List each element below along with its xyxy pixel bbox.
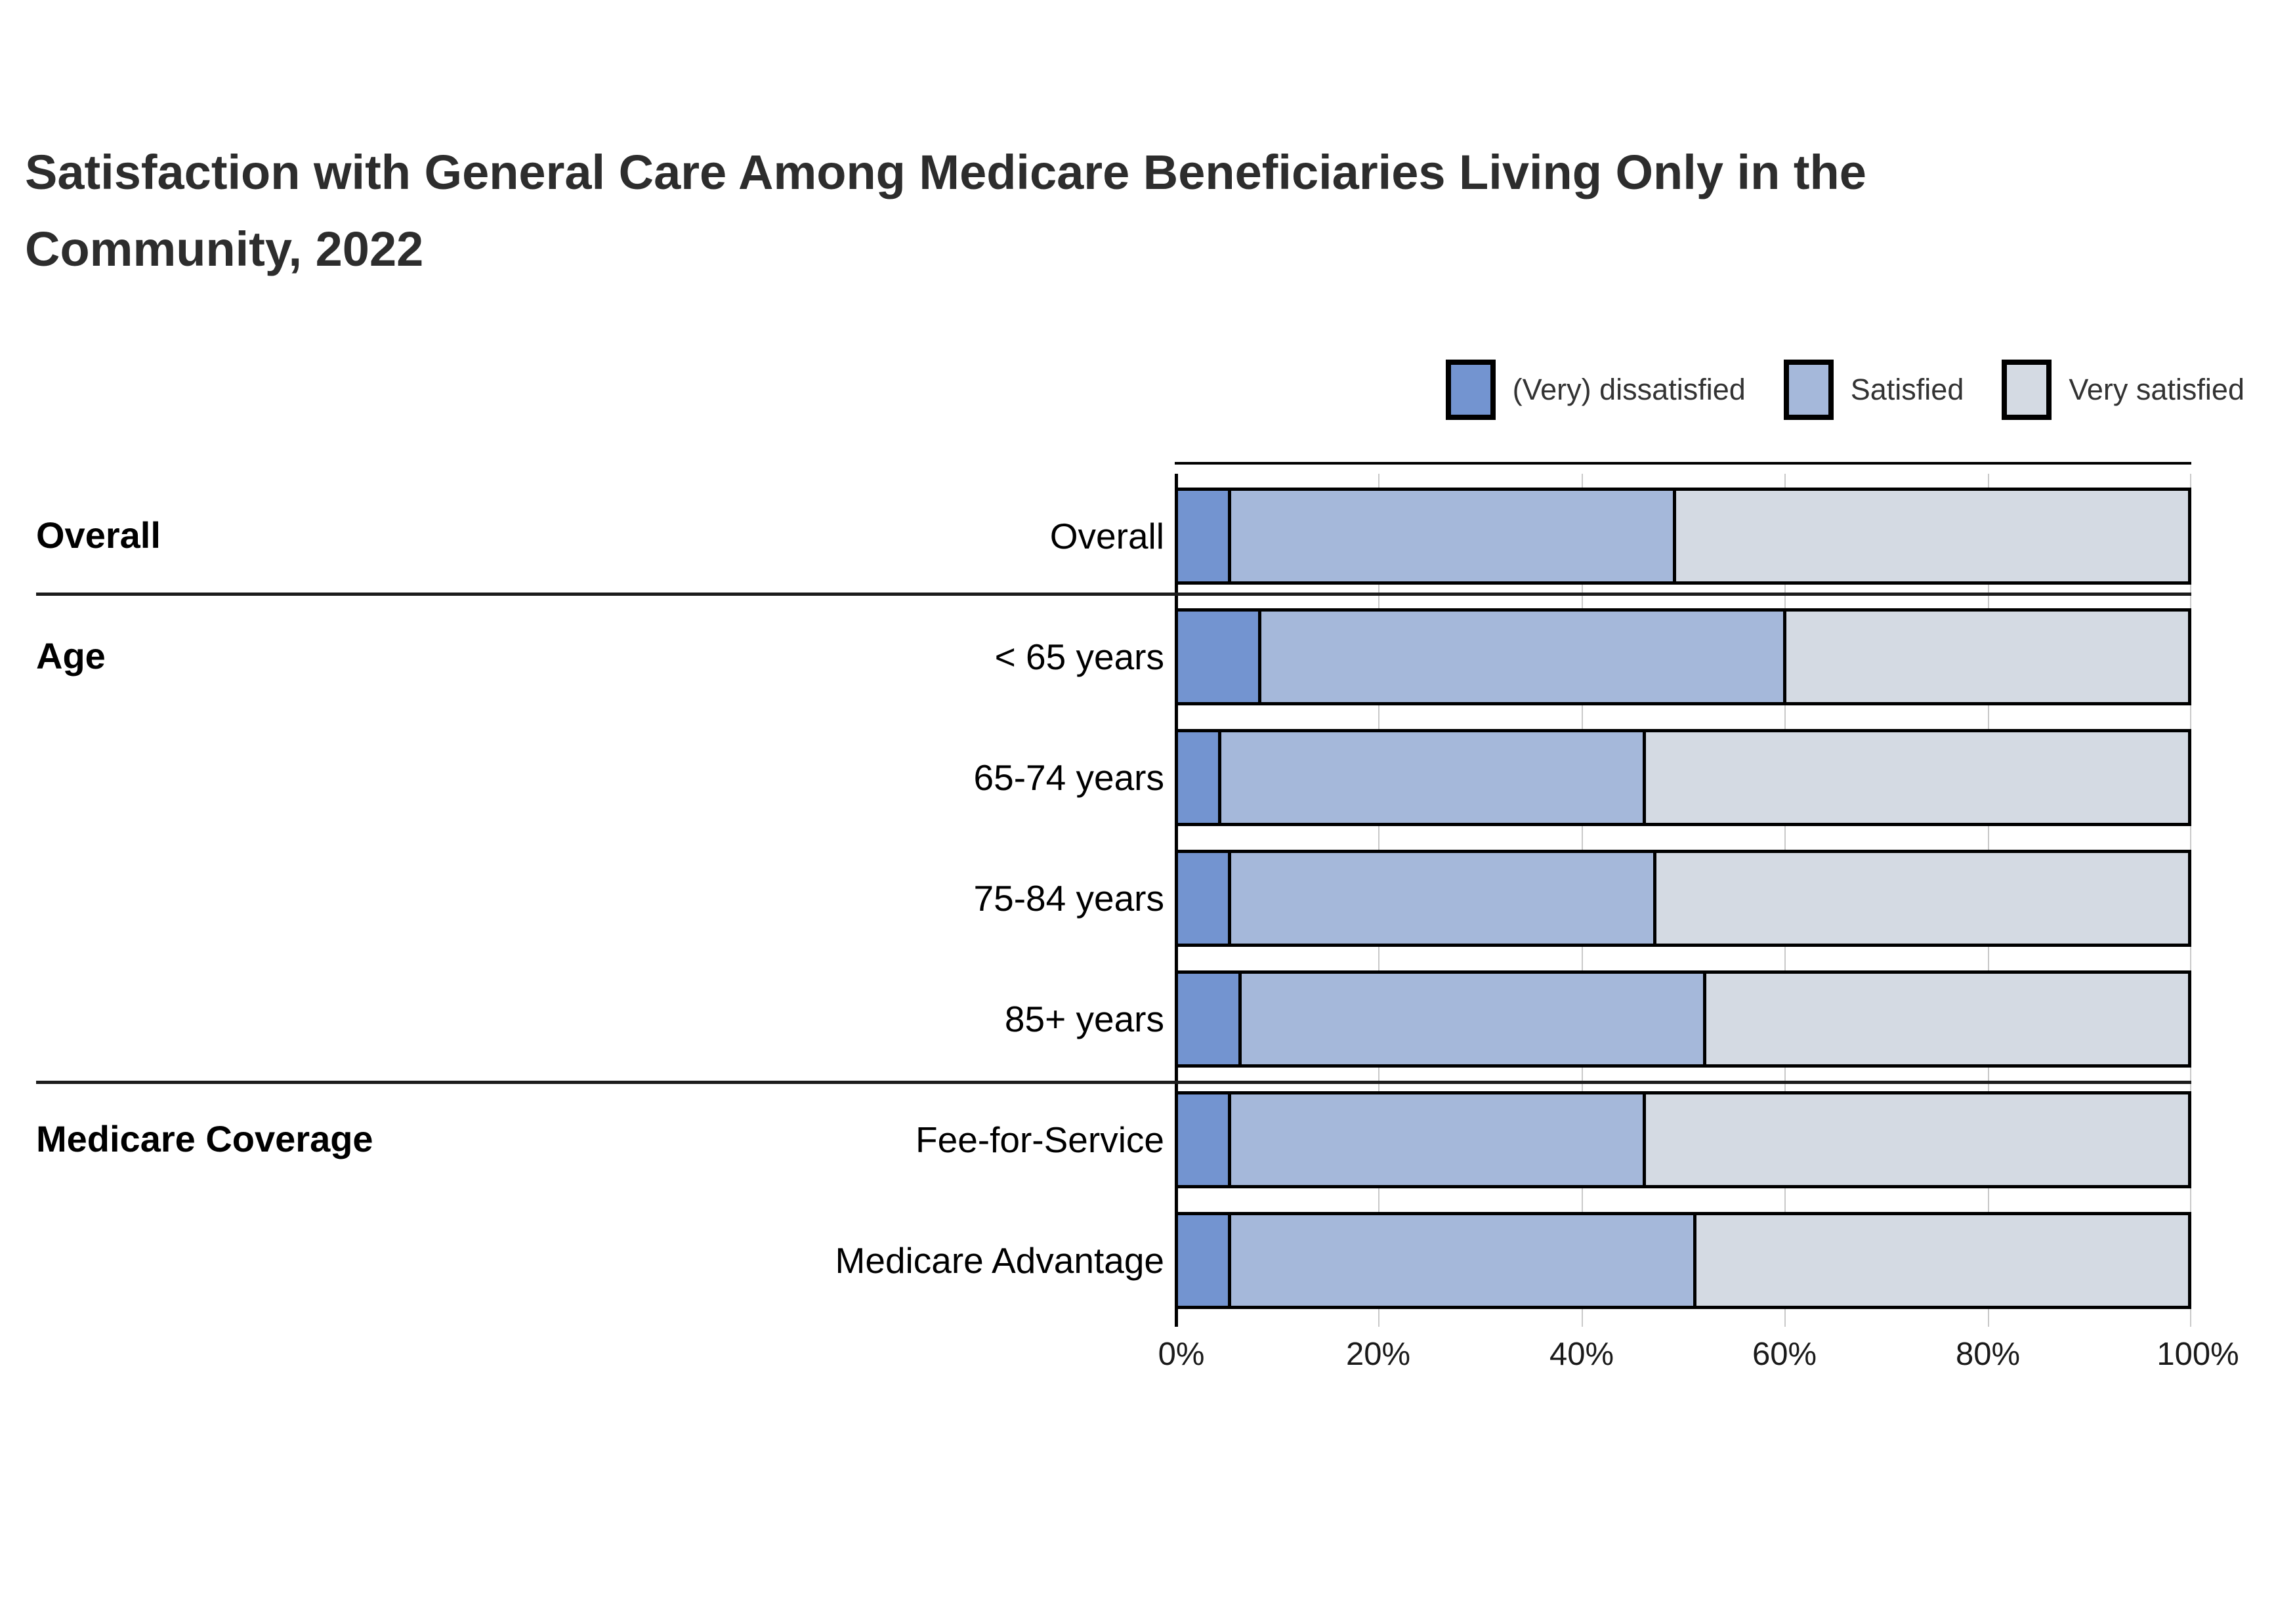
x-tick-60: 60% bbox=[1752, 1337, 1817, 1372]
row-65-74: 65-74 years bbox=[0, 717, 2191, 838]
row-75-84: 75-84 years bbox=[0, 838, 2191, 959]
group-separator-age-coverage bbox=[36, 1081, 2191, 1084]
group-label-overall: Overall bbox=[36, 514, 161, 556]
segment-dissatisfied bbox=[1178, 612, 1259, 702]
row-label-overall: Overall bbox=[1049, 516, 1164, 556]
plot-top-border bbox=[1175, 462, 2191, 465]
segment-satisfied bbox=[1228, 853, 1653, 944]
legend-item-dissatisfied: (Very) dissatisfied bbox=[1445, 360, 1746, 420]
bar-under-65 bbox=[1175, 608, 2191, 705]
segment-satisfied bbox=[1218, 732, 1643, 823]
segment-very-satisfied bbox=[1653, 853, 2189, 944]
row-label-75-84: 75-84 years bbox=[973, 878, 1164, 919]
bar-rows: Overall < 65 years 65-74 years bbox=[0, 476, 2191, 1321]
row-label-65-74: 65-74 years bbox=[973, 757, 1164, 798]
legend-item-satisfied: Satisfied bbox=[1783, 360, 1964, 420]
legend-swatch-dissatisfied bbox=[1445, 360, 1496, 420]
segment-satisfied bbox=[1258, 612, 1784, 702]
segment-dissatisfied bbox=[1178, 974, 1238, 1064]
row-label-medicare-advantage: Medicare Advantage bbox=[835, 1240, 1164, 1281]
segment-dissatisfied bbox=[1178, 853, 1229, 944]
segment-dissatisfied bbox=[1178, 491, 1229, 581]
x-tick-0: 0% bbox=[1158, 1337, 1205, 1372]
row-under-65: < 65 years bbox=[0, 596, 2191, 717]
x-tick-40: 40% bbox=[1549, 1337, 1614, 1372]
legend-label-dissatisfied: (Very) dissatisfied bbox=[1512, 373, 1746, 406]
row-medicare-advantage: Medicare Advantage bbox=[0, 1200, 2191, 1321]
group-separator-overall-age bbox=[36, 593, 2191, 596]
segment-satisfied bbox=[1228, 491, 1674, 581]
segment-very-satisfied bbox=[1703, 974, 2188, 1064]
segment-very-satisfied bbox=[1643, 1094, 2188, 1185]
row-label-fee-for-service: Fee-for-Service bbox=[916, 1119, 1164, 1160]
chart-title-line1: Satisfaction with General Care Among Med… bbox=[25, 145, 1866, 199]
row-label-85-plus: 85+ years bbox=[1004, 999, 1164, 1039]
segment-satisfied bbox=[1238, 974, 1704, 1064]
bar-medicare-advantage bbox=[1175, 1212, 2191, 1309]
chart-title-line2: Community, 2022 bbox=[25, 221, 424, 276]
segment-very-satisfied bbox=[1643, 732, 2188, 823]
row-label-under-65: < 65 years bbox=[994, 636, 1164, 677]
x-tick-80: 80% bbox=[1955, 1337, 2021, 1372]
row-85-plus: 85+ years bbox=[0, 959, 2191, 1079]
x-tick-20: 20% bbox=[1345, 1337, 1411, 1372]
legend-swatch-very-satisfied bbox=[2002, 360, 2052, 420]
segment-satisfied bbox=[1228, 1094, 1643, 1185]
legend-label-satisfied: Satisfied bbox=[1850, 373, 1964, 406]
group-label-medicare-coverage: Medicare Coverage bbox=[36, 1118, 373, 1159]
bar-overall bbox=[1175, 488, 2191, 585]
row-overall: Overall bbox=[0, 476, 2191, 596]
bar-65-74 bbox=[1175, 729, 2191, 826]
legend: (Very) dissatisfied Satisfied Very satis… bbox=[1445, 360, 2244, 420]
chart-title: Satisfaction with General Care Among Med… bbox=[25, 135, 2223, 288]
bar-75-84 bbox=[1175, 850, 2191, 947]
x-tick-100: 100% bbox=[2157, 1337, 2239, 1372]
segment-dissatisfied bbox=[1178, 732, 1219, 823]
segment-satisfied bbox=[1228, 1215, 1693, 1306]
legend-item-very-satisfied: Very satisfied bbox=[2002, 360, 2244, 420]
segment-very-satisfied bbox=[1693, 1215, 2188, 1306]
row-fee-for-service: Fee-for-Service bbox=[0, 1079, 2191, 1200]
segment-very-satisfied bbox=[1783, 612, 2188, 702]
group-label-age: Age bbox=[36, 635, 106, 677]
segment-dissatisfied bbox=[1178, 1215, 1229, 1306]
bar-fee-for-service bbox=[1175, 1091, 2191, 1188]
legend-swatch-satisfied bbox=[1783, 360, 1834, 420]
segment-dissatisfied bbox=[1178, 1094, 1229, 1185]
legend-label-very-satisfied: Very satisfied bbox=[2069, 373, 2244, 406]
segment-very-satisfied bbox=[1673, 491, 2189, 581]
bar-85-plus bbox=[1175, 970, 2191, 1068]
